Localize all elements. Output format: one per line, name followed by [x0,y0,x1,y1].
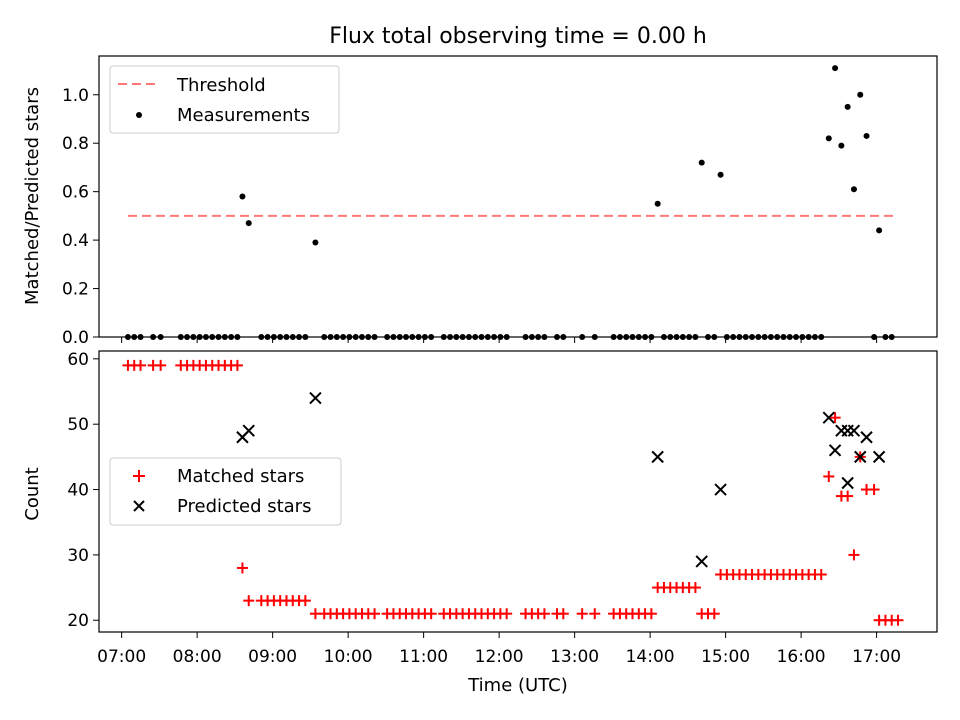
predicted-stars-legend-swatch [133,500,145,512]
measurement-point [876,227,883,234]
predicted-star-point [714,483,727,496]
top-y-tick-label: 0.6 [62,183,89,203]
bottom-y-tick-label: 40 [67,481,89,501]
predicted-star-point [847,424,861,437]
matched-star-point [155,359,167,371]
x-tick-label: 13:00 [550,647,599,667]
top-legend-box [109,65,340,134]
top-y-tick-label: 0.2 [62,280,89,300]
bottom-y-axis-label: Count [22,467,43,520]
predicted-star-point [828,444,842,457]
matched-stars-legend-swatch [133,470,145,482]
measurement-point [239,193,246,200]
measurement-point [698,159,705,166]
predicted-star-point [695,555,708,568]
measurement-point [825,135,832,142]
top-legend: Threshold Measurements [109,65,340,134]
top-y-tick-label: 1.0 [62,86,89,106]
measurements-legend-label: Measurements [177,105,310,126]
top-subplot: 0.0 0.2 0.4 0.6 0.8 1.0 Matched/Predicted sta… [22,55,938,348]
top-y-axis: 0.0 0.2 0.4 0.6 0.8 1.0 [62,86,99,348]
matched-star-point [501,608,513,620]
predicted-stars-legend-label: Predicted stars [177,496,311,517]
top-axes-frame [98,55,938,338]
x-tick-label: 10:00 [324,647,373,667]
measurement-point [850,186,857,193]
matched-star-point [708,608,720,620]
x-tick-label: 16:00 [777,647,826,667]
x-tick-label: 09:00 [248,647,297,667]
bottom-y-tick-label: 60 [67,350,89,370]
matched-star-point [689,582,701,594]
predicted-star-point [309,391,322,405]
measurement-point [838,142,845,149]
x-tick-label: 11:00 [399,647,448,667]
matched-star-point [829,412,841,424]
matched-star-point [135,359,147,371]
top-y-axis-label: Matched/Predicted stars [22,87,43,305]
bottom-legend-box [109,457,342,526]
predicted-star-point [822,411,835,424]
matched-star-point [425,608,437,620]
bottom-axes-frame [98,350,938,633]
matched-star-point [557,608,569,620]
x-tick-label: 14:00 [626,647,675,667]
matched-star-point [369,608,381,620]
measurement-point [717,171,724,178]
bottom-y-tick-label: 30 [67,546,89,566]
bottom-legend: Matched stars Predicted stars [109,457,342,526]
matched-star-point [823,470,835,482]
x-tick-label: 12:00 [475,647,524,667]
bottom-subplot: 20 30 40 50 60 07:00 08:00 09:00 10:00 11:00 12:0… [22,350,938,696]
x-tick-label: 15:00 [701,647,750,667]
measurement-point [857,91,864,98]
matched-star-point [538,608,550,620]
matched-star-point [299,595,311,607]
x-tick-label: 07:00 [97,647,146,667]
measurement-point [844,103,851,110]
predicted-star-point [242,424,255,437]
matched-star-point [868,484,880,496]
measurement-point [832,65,839,72]
x-tick-label: 08:00 [173,647,222,667]
matched-stars-legend-label: Matched stars [177,466,304,487]
predicted-star-point [841,476,854,490]
top-y-tick-label: 0.8 [62,134,89,154]
measurement-point [863,132,870,139]
matched-star-point [243,595,255,607]
chart-title: Flux total observing time = 0.00 h [329,24,707,49]
predicted-star-point [872,450,886,464]
measurement-point [245,220,252,227]
predicted-star-point [651,450,664,464]
bottom-y-tick-label: 20 [67,611,89,631]
bottom-y-axis: 20 30 40 50 60 [67,350,99,631]
threshold-legend-label: Threshold [176,75,266,96]
matched-star-point [589,608,601,620]
matched-star-point [576,608,588,620]
bottom-y-tick-label: 50 [67,415,89,435]
matched-star-point [645,608,657,620]
measurements-legend-swatch [136,112,142,118]
matched-star-point [848,549,860,561]
matched-star-point [842,490,854,502]
predicted-star-point [854,450,867,464]
top-y-tick-label: 0.4 [62,231,89,251]
matched-star-point [892,614,904,626]
matched-star-point [815,568,827,580]
predicted-star-point [860,431,873,444]
measurement-point [312,239,319,246]
x-axis-label: Time (UTC) [467,675,568,696]
matched-star-point [236,562,248,574]
bottom-x-axis: 07:00 08:00 09:00 10:00 11:00 12:00 13:00 14:00… [97,632,901,667]
matched-star-point [231,359,243,371]
top-y-tick-label: 0.0 [62,328,89,348]
x-tick-label: 17:00 [852,647,901,667]
measurement-point [654,200,661,207]
